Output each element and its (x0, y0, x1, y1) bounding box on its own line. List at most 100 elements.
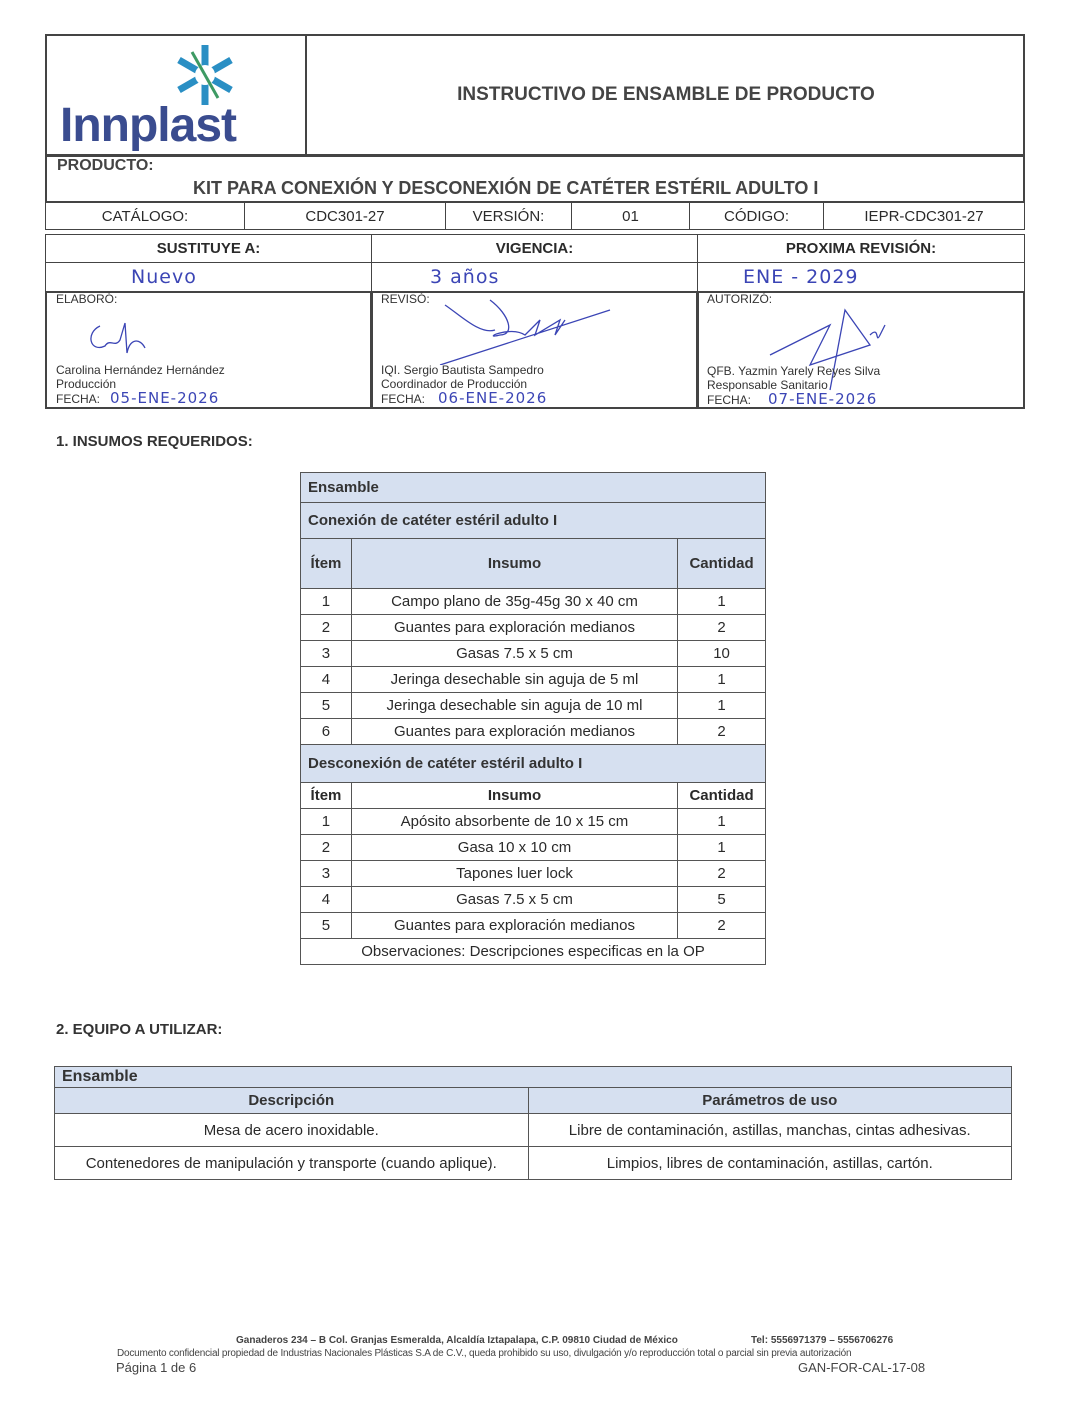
product-name: KIT PARA CONEXIÓN Y DESCONEXIÓN DE CATÉT… (193, 178, 819, 198)
table-cell: 10 (677, 640, 766, 667)
table-cell: 1 (677, 692, 766, 719)
assembly-header: Ensamble (300, 472, 766, 503)
table-row: Contenedores de manipulación y transport… (54, 1146, 1012, 1180)
logo-text: Innplast (60, 99, 237, 152)
footer-disclaimer: Documento confidencial propiedad de Indu… (117, 1348, 852, 1359)
table-cell: Gasas 7.5 x 5 cm (350, 640, 679, 667)
footer-phone: Tel: 5556971379 – 5556706276 (751, 1335, 894, 1346)
table-row: 5 Jeringa desechable sin aguja de 10 ml 1 (300, 692, 766, 719)
table-row: 2 Gasa 10 x 10 cm 1 (300, 834, 766, 861)
table-row: 3 Tapones luer lock 2 (300, 860, 766, 887)
table-cell: 2 (677, 912, 766, 939)
form-code: GAN-FOR-CAL-17-08 (798, 1360, 926, 1375)
table-cell: 5 (300, 692, 352, 719)
table-row: 1 Campo plano de 35g-45g 30 x 40 cm 1 (300, 588, 766, 615)
role-label: ELABORÓ: (56, 292, 118, 306)
validity-value: 3 años (371, 262, 698, 292)
signature-image (439, 299, 611, 365)
logo-snowflake-icon (177, 45, 233, 105)
date-value: 06-ENE-2026 (438, 389, 548, 407)
group-connection-header: Conexión de catéter estéril adulto I (300, 502, 766, 539)
version-label: VERSIÓN: (445, 202, 572, 230)
date-value: 05-ENE-2026 (110, 389, 220, 407)
replaces-value: Nuevo (45, 262, 372, 292)
role-label: REVISÓ: (381, 292, 430, 306)
signer-position: Responsable Sanitario (707, 378, 828, 392)
table-row: Mesa de acero inoxidable. Libre de contam… (54, 1113, 1012, 1147)
signature-image (90, 322, 146, 354)
signer-position: Coordinador de Producción (381, 377, 528, 391)
date-label: FECHA: (707, 393, 752, 407)
replaces-label: SUSTITUYE A: (45, 234, 372, 263)
supplies-table: Ensamble Conexión de catéter estéril adu… (300, 472, 766, 965)
table-cell: 2 (677, 860, 766, 887)
assembly-header: Ensamble (54, 1066, 1012, 1088)
validity-label: VIGENCIA: (371, 234, 698, 263)
table-cell: 1 (677, 834, 766, 861)
table-row: 3 Gasas 7.5 x 5 cm 10 (300, 640, 766, 667)
col-parameters: Parámetros de uso (527, 1087, 1012, 1114)
table-cell: 5 (300, 912, 352, 939)
role-label: AUTORIZÓ: (707, 292, 773, 306)
group-disconnection-header: Desconexión de catéter estéril adulto I (300, 744, 766, 783)
table-cell: 1 (677, 588, 766, 615)
signer-position: Producción (56, 377, 117, 391)
equipment-table: Ensamble Descripción Parámetros de uso Me… (54, 1066, 1012, 1180)
col-description: Descripción (54, 1087, 529, 1114)
table-cell: 1 (677, 808, 766, 835)
catalog-value: CDC301-27 (244, 202, 446, 230)
table-row: 4 Gasas 7.5 x 5 cm 5 (300, 886, 766, 913)
section-1-title: 1. INSUMOS REQUERIDOS: (56, 433, 253, 450)
table-cell: 5 (677, 886, 766, 913)
document-title: INSTRUCTIVO DE ENSAMBLE DE PRODUCTO (457, 84, 875, 105)
table-cell: Gasas 7.5 x 5 cm (350, 886, 679, 913)
col-qty: Cantidad (677, 538, 766, 589)
table-row: 4 Jeringa desechable sin aguja de 5 ml 1 (300, 666, 766, 693)
table-cell: Limpios, libres de contaminación, astill… (527, 1146, 1012, 1180)
signature-image (769, 308, 886, 391)
table-cell: 2 (677, 718, 766, 745)
table-cell: Guantes para exploración medianos (350, 912, 679, 939)
table-cell: Campo plano de 35g-45g 30 x 40 cm (350, 588, 679, 615)
table-cell: 6 (300, 718, 352, 745)
table-row: 5 Guantes para exploración medianos 2 (300, 912, 766, 939)
code-value: IEPR-CDC301-27 (823, 202, 1025, 230)
table-cell: 4 (300, 666, 352, 693)
table-cell: 1 (300, 588, 352, 615)
table-cell: 2 (300, 834, 352, 861)
col-item: Ítem (300, 538, 352, 589)
table-cell: 3 (300, 860, 352, 887)
product-label: PRODUCTO: (57, 157, 154, 174)
table-cell: 1 (677, 666, 766, 693)
table-cell: Guantes para exploración medianos (350, 718, 679, 745)
table-cell: Tapones luer lock (350, 860, 679, 887)
table-row: 2 Guantes para exploración medianos 2 (300, 614, 766, 641)
next-revision-value: ENE - 2029 (697, 262, 1025, 292)
table-cell: Mesa de acero inoxidable. (54, 1113, 529, 1147)
date-label: FECHA: (381, 392, 426, 406)
col-insumo: Insumo (350, 538, 679, 589)
table-cell: Guantes para exploración medianos (350, 614, 679, 641)
section-2-title: 2. EQUIPO A UTILIZAR: (56, 1021, 223, 1038)
code-label: CÓDIGO: (689, 202, 824, 230)
table-cell: 4 (300, 886, 352, 913)
observations: Observaciones: Descripciones especificas… (300, 938, 766, 965)
col-insumo: Insumo (350, 782, 679, 809)
table-cell: Gasa 10 x 10 cm (350, 834, 679, 861)
table-row: 1 Apósito absorbente de 10 x 15 cm 1 (300, 808, 766, 835)
table-cell: 2 (300, 614, 352, 641)
col-item: Ítem (300, 782, 352, 809)
table-cell: Contenedores de manipulación y transport… (54, 1146, 529, 1180)
table-row: 6 Guantes para exploración medianos 2 (300, 718, 766, 745)
date-label: FECHA: (56, 392, 101, 406)
page-number: Página 1 de 6 (116, 1360, 197, 1375)
catalog-label: CATÁLOGO: (45, 202, 245, 230)
table-cell: Apósito absorbente de 10 x 15 cm (350, 808, 679, 835)
date-value: 07-ENE-2026 (768, 390, 878, 408)
version-value: 01 (571, 202, 690, 230)
next-revision-label: PROXIMA REVISIÓN: (697, 234, 1025, 263)
table-cell: 2 (677, 614, 766, 641)
footer-address: Ganaderos 234 – B Col. Granjas Esmeralda… (236, 1335, 678, 1346)
table-cell: Jeringa desechable sin aguja de 5 ml (350, 666, 679, 693)
signer-name: Carolina Hernández Hernández (56, 363, 225, 377)
